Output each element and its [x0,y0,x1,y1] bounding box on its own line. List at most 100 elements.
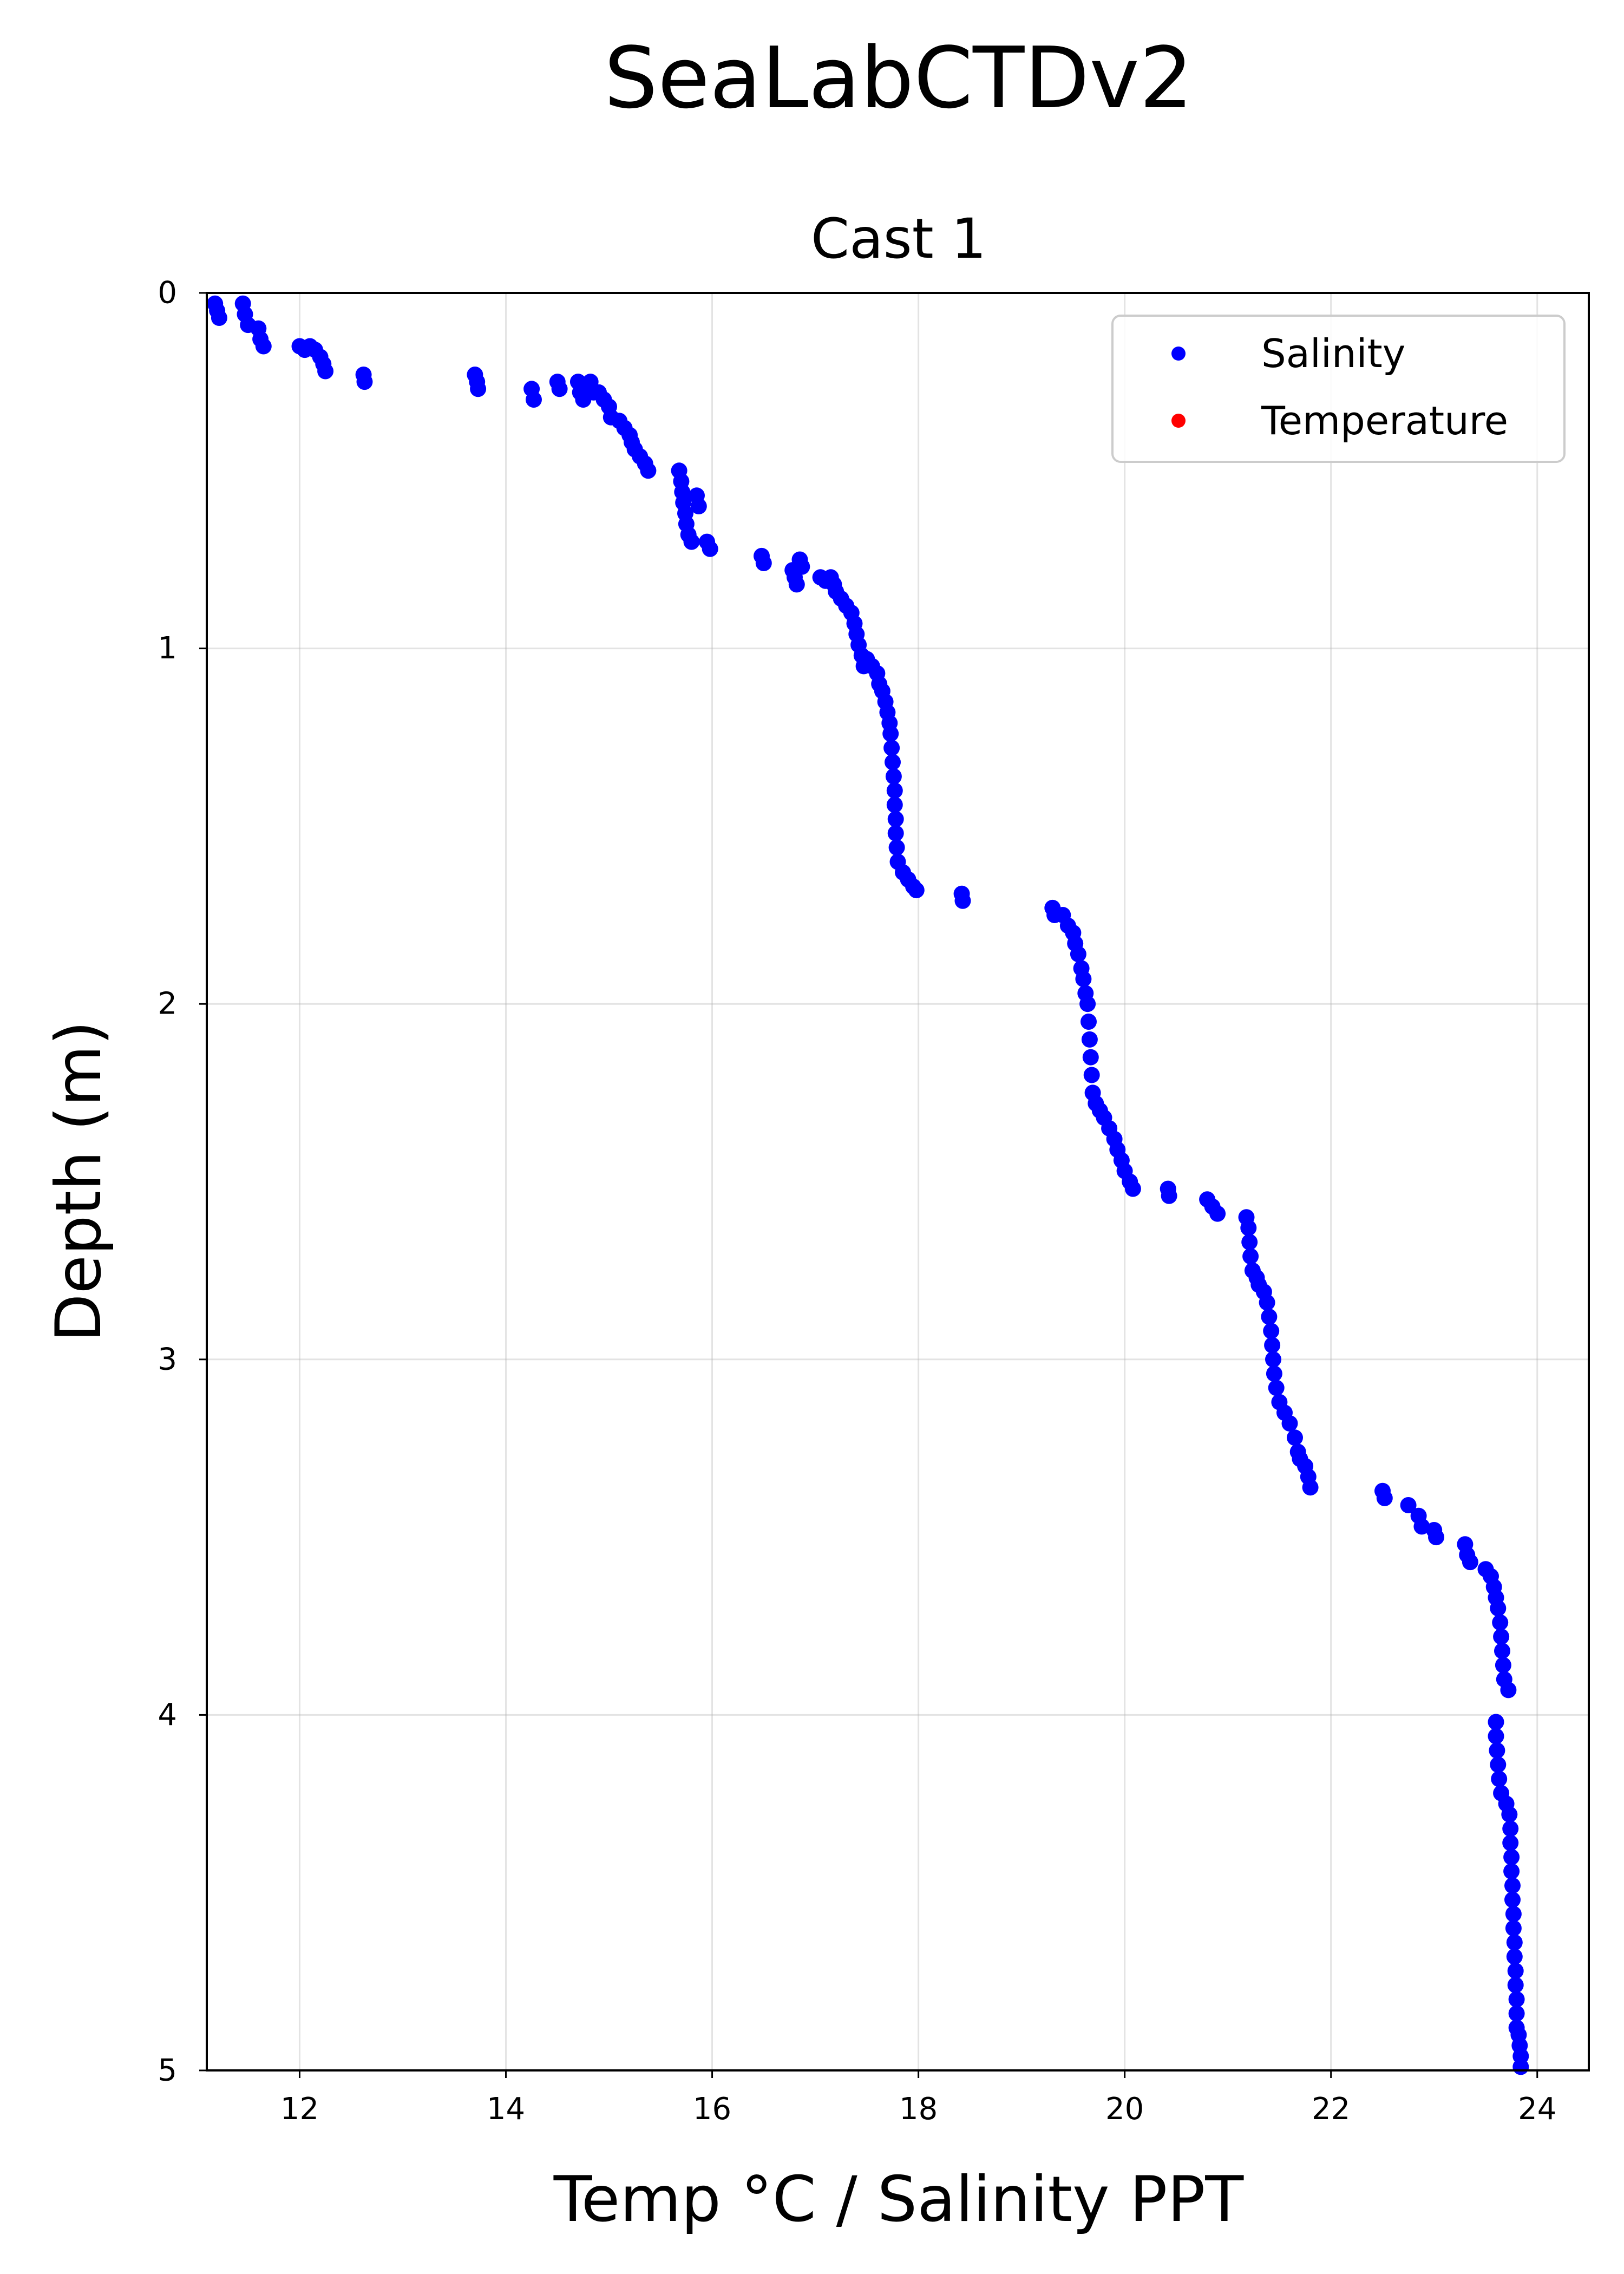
salinity-point [1070,946,1086,963]
salinity-point [1281,1415,1298,1432]
salinity-point [1491,1770,1508,1787]
salinity-point [683,533,700,550]
salinity-point [1079,996,1096,1012]
salinity-point [640,462,657,479]
salinity-point [1287,1429,1303,1446]
y-tick-label: 3 [158,1342,177,1377]
salinity-point [1400,1497,1417,1513]
salinity-point [1506,1948,1523,1965]
salinity-point [1493,1628,1510,1645]
salinity-point [1488,1728,1504,1744]
salinity-point [317,363,334,380]
figure-suptitle: SeaLabCTDv2 [604,29,1193,127]
salinity-point [1124,1180,1141,1197]
salinity-point [1504,1891,1521,1908]
scatter-points [207,295,1529,2075]
salinity-point [794,558,810,575]
salinity-point [755,555,772,571]
legend-marker-temperature [1171,414,1186,428]
x-tick-label: 14 [487,2092,525,2127]
salinity-point [1302,1479,1319,1496]
salinity-point [1507,1963,1524,1979]
x-tick-label: 20 [1105,2092,1144,2127]
salinity-point [908,882,925,899]
x-tick-label: 12 [280,2092,319,2127]
salinity-point [788,576,805,593]
y-tick-label: 4 [158,1697,177,1733]
salinity-point [551,381,568,397]
salinity-point [888,839,905,856]
salinity-point [1508,2005,1525,2022]
salinity-point [882,726,899,742]
salinity-point [702,540,718,557]
salinity-point [1075,971,1092,988]
salinity-point [1489,1742,1505,1759]
legend-frame [1111,315,1566,463]
chart-title: Cast 1 [811,207,986,271]
salinity-point [1259,1294,1275,1311]
salinity-point [1240,1219,1257,1236]
salinity-point [1488,1714,1504,1730]
x-axis-label: Temp °C / Salinity PPT [553,2163,1245,2236]
salinity-point [886,796,903,813]
y-tick-label: 5 [158,2053,177,2088]
salinity-point [1506,1934,1523,1951]
salinity-point [887,811,904,827]
x-tick-label: 24 [1518,2092,1556,2127]
salinity-point [1082,1049,1099,1066]
salinity-point [211,310,227,326]
salinity-point [1495,1657,1511,1674]
salinity-point [1494,1643,1510,1659]
salinity-point [1241,1234,1258,1251]
salinity-point [885,754,901,770]
salinity-point [954,892,971,909]
legend-label-temperature: Temperature [1261,398,1508,443]
salinity-point [1083,1067,1100,1083]
salinity-point [356,374,373,390]
x-tick-label: 18 [899,2092,938,2127]
legend: Salinity Temperature [1111,315,1566,463]
salinity-point [886,782,903,799]
legend-marker-salinity [1171,347,1186,361]
salinity-point [1081,1014,1097,1030]
salinity-point [1242,1248,1259,1265]
grid-lines [207,293,1589,2070]
salinity-point [1264,1337,1281,1354]
salinity-point [1501,1806,1518,1823]
y-tick-label: 2 [158,986,177,1022]
salinity-point [1505,1906,1522,1923]
x-tick-label: 16 [693,2092,731,2127]
salinity-point [1502,1820,1519,1837]
salinity-point [1490,1756,1507,1773]
salinity-point [1268,1380,1285,1396]
salinity-point [1512,2059,1529,2075]
salinity-point [255,338,272,355]
salinity-point [526,391,542,408]
salinity-point [1266,1365,1282,1382]
salinity-point [887,825,904,841]
salinity-point [883,740,900,756]
salinity-point [1263,1323,1280,1339]
salinity-point [1161,1187,1177,1204]
salinity-point [1462,1554,1478,1571]
salinity-point [1492,1614,1509,1631]
y-tick-label: 0 [158,276,177,311]
salinity-point [1503,1863,1520,1880]
legend-label-salinity: Salinity [1261,331,1405,376]
salinity-point [1081,1031,1098,1048]
salinity-point [1505,1920,1522,1937]
plot-frame [206,292,1590,2072]
salinity-point [1261,1309,1278,1325]
salinity-point [1500,1682,1517,1698]
salinity-point [690,498,707,514]
x-tick-label: 22 [1312,2092,1350,2127]
salinity-point [1504,1877,1521,1894]
salinity-point [1507,1977,1524,1994]
salinity-point [1508,1991,1525,2008]
salinity-point [1490,1600,1507,1617]
salinity-point [470,381,487,397]
salinity-point [885,768,902,785]
salinity-point [1265,1351,1281,1368]
